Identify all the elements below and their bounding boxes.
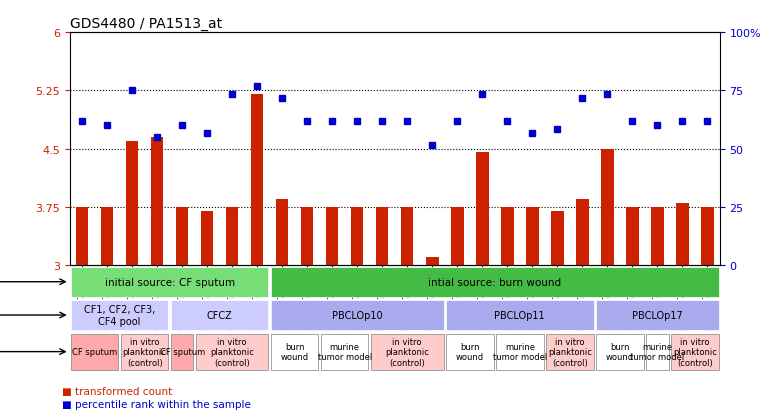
FancyBboxPatch shape [671, 334, 718, 370]
Text: GDS4480 / PA1513_at: GDS4480 / PA1513_at [70, 17, 222, 31]
Text: CF1, CF2, CF3,
CF4 pool: CF1, CF2, CF3, CF4 pool [84, 304, 156, 326]
Bar [476, 153, 488, 266]
Bar [676, 204, 689, 266]
Bar [351, 207, 364, 266]
Text: CF sputum: CF sputum [159, 347, 205, 356]
FancyBboxPatch shape [371, 334, 444, 370]
Text: in vitro
planktonic
(control): in vitro planktonic (control) [385, 337, 429, 367]
Text: in vitro
planktonic
(control): in vitro planktonic (control) [548, 337, 591, 367]
Text: CFCZ: CFCZ [207, 310, 232, 320]
Text: murine
tumor model: murine tumor model [492, 342, 547, 361]
FancyBboxPatch shape [271, 334, 318, 370]
Text: ■ transformed count: ■ transformed count [62, 387, 172, 396]
Text: PBCLOp17: PBCLOp17 [632, 310, 683, 320]
FancyBboxPatch shape [446, 334, 494, 370]
FancyBboxPatch shape [71, 334, 118, 370]
Text: burn
wound: burn wound [281, 342, 309, 361]
FancyBboxPatch shape [71, 267, 269, 297]
Text: in vitro
planktonic
(control): in vitro planktonic (control) [673, 337, 717, 367]
FancyBboxPatch shape [546, 334, 594, 370]
FancyBboxPatch shape [596, 334, 643, 370]
Bar [201, 211, 214, 266]
Bar [176, 207, 188, 266]
Text: ■ percentile rank within the sample: ■ percentile rank within the sample [62, 399, 251, 409]
Text: burn
wound: burn wound [456, 342, 484, 361]
FancyBboxPatch shape [196, 334, 269, 370]
FancyBboxPatch shape [171, 300, 269, 330]
Bar [126, 142, 139, 266]
FancyBboxPatch shape [271, 267, 718, 297]
Bar [426, 258, 439, 266]
Bar [326, 207, 338, 266]
Text: murine
tumor model: murine tumor model [630, 342, 684, 361]
FancyBboxPatch shape [446, 300, 594, 330]
Bar [701, 207, 714, 266]
Bar [576, 199, 588, 266]
Text: PBCLOp10: PBCLOp10 [332, 310, 382, 320]
Bar [626, 207, 639, 266]
Bar [151, 138, 163, 266]
Text: initial source: CF sputum: initial source: CF sputum [104, 277, 235, 287]
Bar [226, 207, 238, 266]
Bar [551, 211, 563, 266]
Bar [651, 207, 663, 266]
Bar [401, 207, 413, 266]
Bar [276, 199, 289, 266]
Text: CF sputum: CF sputum [72, 347, 118, 356]
Bar [501, 207, 513, 266]
FancyBboxPatch shape [646, 334, 669, 370]
FancyBboxPatch shape [321, 334, 368, 370]
Text: PBCLOp11: PBCLOp11 [495, 310, 545, 320]
Bar [376, 207, 389, 266]
Bar [451, 207, 464, 266]
FancyBboxPatch shape [171, 334, 194, 370]
FancyBboxPatch shape [121, 334, 169, 370]
Bar [101, 207, 114, 266]
FancyBboxPatch shape [596, 300, 718, 330]
Bar [76, 207, 88, 266]
FancyBboxPatch shape [271, 300, 444, 330]
Bar [601, 149, 614, 266]
Bar [526, 207, 539, 266]
Text: in vitro
planktonic
(control): in vitro planktonic (control) [123, 337, 166, 367]
Text: murine
tumor model: murine tumor model [317, 342, 372, 361]
Text: in vitro
planktonic
(control): in vitro planktonic (control) [211, 337, 254, 367]
Text: burn
wound: burn wound [606, 342, 634, 361]
Bar [251, 95, 263, 266]
Text: intial source: burn wound: intial source: burn wound [428, 277, 561, 287]
FancyBboxPatch shape [496, 334, 543, 370]
FancyBboxPatch shape [71, 300, 169, 330]
Bar [301, 207, 313, 266]
